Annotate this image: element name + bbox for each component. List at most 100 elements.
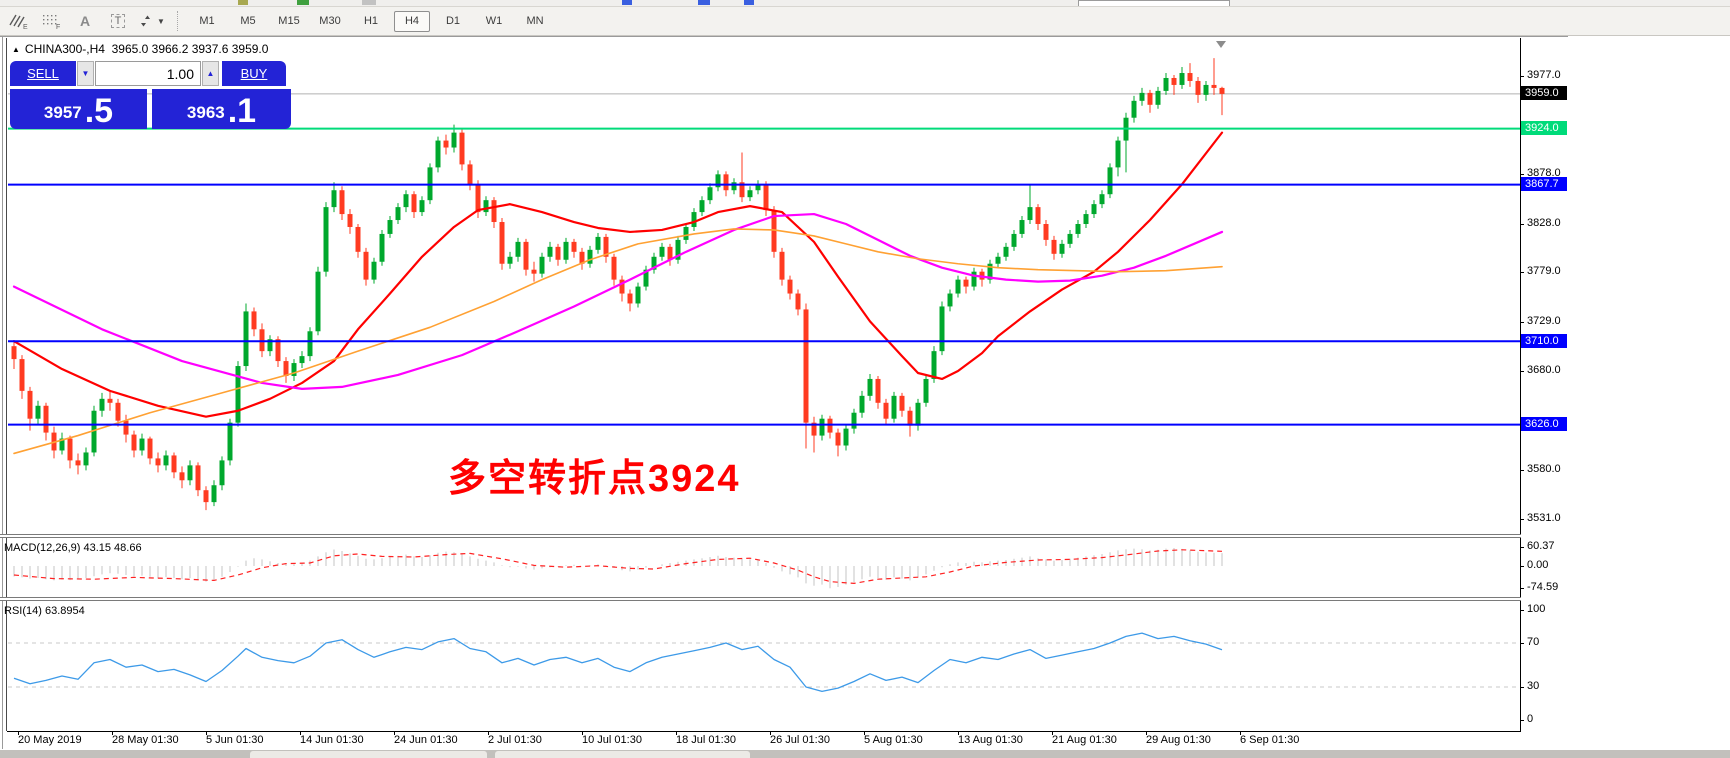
collapse-triangle-icon[interactable]: ▲ bbox=[12, 45, 20, 54]
axis-tick-mark bbox=[1520, 76, 1524, 77]
price-tick-label: 3977.0 bbox=[1527, 69, 1561, 81]
time-tick-mark bbox=[1146, 731, 1147, 735]
chart-annotation-text: 多空转折点3924 bbox=[448, 458, 741, 500]
price-badge: 3924.0 bbox=[1521, 121, 1567, 135]
price-tick-label: 100 bbox=[1527, 603, 1546, 615]
price-badge: 3626.0 bbox=[1521, 417, 1567, 431]
time-tick-mark bbox=[676, 731, 677, 735]
one-click-trade-panel: SELL ▼ ▲ BUY 3957 .5 3963 .1 bbox=[10, 61, 291, 129]
volume-increase-button[interactable]: ▲ bbox=[202, 61, 219, 86]
sell-price-display[interactable]: 3957 .5 bbox=[10, 89, 147, 129]
time-tick-label: 24 Jun 01:30 bbox=[394, 734, 458, 746]
macd-indicator-canvas[interactable] bbox=[8, 538, 1520, 597]
price-axis-border bbox=[1520, 38, 1521, 731]
volume-input[interactable] bbox=[95, 61, 201, 86]
sell-button[interactable]: SELL bbox=[10, 61, 76, 86]
toolbar-fragment bbox=[297, 0, 309, 5]
time-tick-mark bbox=[488, 731, 489, 735]
sell-price-pip: .5 bbox=[84, 92, 114, 130]
time-tick-label: 10 Jul 01:30 bbox=[582, 734, 642, 746]
sell-price-main: 3957 bbox=[43, 103, 82, 122]
timeframe-button-m30[interactable]: M30 bbox=[319, 14, 341, 27]
axis-tick-mark bbox=[1520, 547, 1524, 548]
pane-separator[interactable] bbox=[0, 597, 1521, 601]
time-tick-label: 2 Jul 01:30 bbox=[488, 734, 542, 746]
ma-magenta bbox=[12, 212, 1224, 390]
price-badge: 3959.0 bbox=[1521, 86, 1567, 100]
grid-dots-icon[interactable]: F bbox=[38, 10, 66, 32]
rsi-indicator-canvas[interactable] bbox=[8, 601, 1520, 729]
pane-separator[interactable] bbox=[0, 534, 1521, 538]
time-tick-label: 18 Jul 01:30 bbox=[676, 734, 736, 746]
time-tick-mark bbox=[1052, 731, 1053, 735]
price-tick-label: 3729.0 bbox=[1527, 315, 1561, 327]
buy-price-display[interactable]: 3963 .1 bbox=[152, 89, 291, 129]
axis-tick-mark bbox=[1520, 470, 1524, 471]
dropdown-caret-icon[interactable]: ▼ bbox=[157, 16, 165, 26]
timeframe-button-d1[interactable]: D1 bbox=[445, 14, 461, 27]
price-tick-label: 3531.0 bbox=[1527, 512, 1561, 524]
price-tick-label: 60.37 bbox=[1527, 540, 1555, 552]
axis-tick-mark bbox=[1520, 322, 1524, 323]
timeframe-button-mn[interactable]: MN bbox=[526, 14, 544, 27]
timeframe-button-m1[interactable]: M1 bbox=[199, 14, 215, 27]
price-tick-label: 0.00 bbox=[1527, 559, 1549, 571]
price-tick-label: 3779.0 bbox=[1527, 265, 1561, 277]
bottom-tab-fragment bbox=[495, 751, 750, 758]
time-tick-label: 29 Aug 01:30 bbox=[1146, 734, 1211, 746]
price-tick-label: 0 bbox=[1527, 713, 1534, 725]
time-axis-border bbox=[7, 731, 1521, 732]
timeframe-button-h4[interactable]: H4 bbox=[394, 10, 430, 32]
buy-button[interactable]: BUY bbox=[222, 61, 286, 86]
time-tick-label: 14 Jun 01:30 bbox=[300, 734, 364, 746]
window-left-border bbox=[2, 37, 3, 749]
price-tick-label: 3878.0 bbox=[1527, 167, 1561, 179]
timeframe-button-m5[interactable]: M5 bbox=[240, 14, 256, 27]
volume-decrease-button[interactable]: ▼ bbox=[77, 61, 94, 86]
pane-left-border bbox=[6, 38, 7, 731]
text-box-icon[interactable]: T bbox=[104, 10, 132, 32]
time-tick-mark bbox=[112, 731, 113, 735]
price-tick-label: 3828.0 bbox=[1527, 217, 1561, 229]
macd-signal-line bbox=[13, 549, 1223, 585]
toolbar-fragment bbox=[698, 0, 710, 5]
axis-tick-mark bbox=[1520, 588, 1524, 589]
chart-shift-marker[interactable] bbox=[1216, 41, 1226, 48]
text-label-icon[interactable]: A bbox=[79, 13, 91, 29]
toolbar-fragment bbox=[1078, 0, 1230, 6]
time-tick-label: 5 Aug 01:30 bbox=[864, 734, 923, 746]
toolbar-fragment bbox=[362, 0, 376, 5]
time-tick-mark bbox=[206, 731, 207, 735]
timeframe-button-m15[interactable]: M15 bbox=[278, 14, 300, 27]
time-tick-mark bbox=[958, 731, 959, 735]
buy-price-pip: .1 bbox=[227, 92, 257, 130]
timeframe-button-h1[interactable]: H1 bbox=[363, 14, 379, 27]
price-tick-label: 3580.0 bbox=[1527, 463, 1561, 475]
indicators-icon[interactable]: E bbox=[5, 10, 33, 32]
price-badge: 3710.0 bbox=[1521, 334, 1567, 348]
chart-title: ▲ CHINA300-,H4 3965.0 3966.2 3937.6 3959.… bbox=[12, 42, 268, 56]
axis-tick-mark bbox=[1520, 643, 1524, 644]
main-chart-canvas[interactable] bbox=[8, 38, 1520, 535]
rsi-label: RSI(14) 63.8954 bbox=[4, 605, 85, 617]
time-tick-mark bbox=[394, 731, 395, 735]
time-tick-mark bbox=[770, 731, 771, 735]
cycle-arrows-icon[interactable]: ▼ bbox=[137, 10, 165, 32]
bottom-tabbar-sliver bbox=[0, 750, 1730, 758]
price-tick-label: 30 bbox=[1527, 680, 1540, 692]
chart-symbol-period: CHINA300-,H4 bbox=[24, 42, 105, 56]
axis-tick-mark bbox=[1520, 687, 1524, 688]
ma-red bbox=[12, 131, 1224, 418]
axis-tick-mark bbox=[1520, 566, 1524, 567]
timeframe-button-w1[interactable]: W1 bbox=[485, 14, 503, 27]
time-tick-mark bbox=[582, 731, 583, 735]
toolbar-fragment bbox=[744, 0, 754, 5]
time-tick-label: 20 May 2019 bbox=[18, 734, 82, 746]
bottom-tab-fragment bbox=[250, 751, 487, 758]
toolbar-fragment bbox=[622, 0, 632, 5]
macd-histogram-group bbox=[13, 548, 1223, 589]
axis-tick-mark bbox=[1520, 610, 1524, 611]
time-tick-mark bbox=[1240, 731, 1241, 735]
time-tick-label: 13 Aug 01:30 bbox=[958, 734, 1023, 746]
time-tick-mark bbox=[18, 731, 19, 735]
